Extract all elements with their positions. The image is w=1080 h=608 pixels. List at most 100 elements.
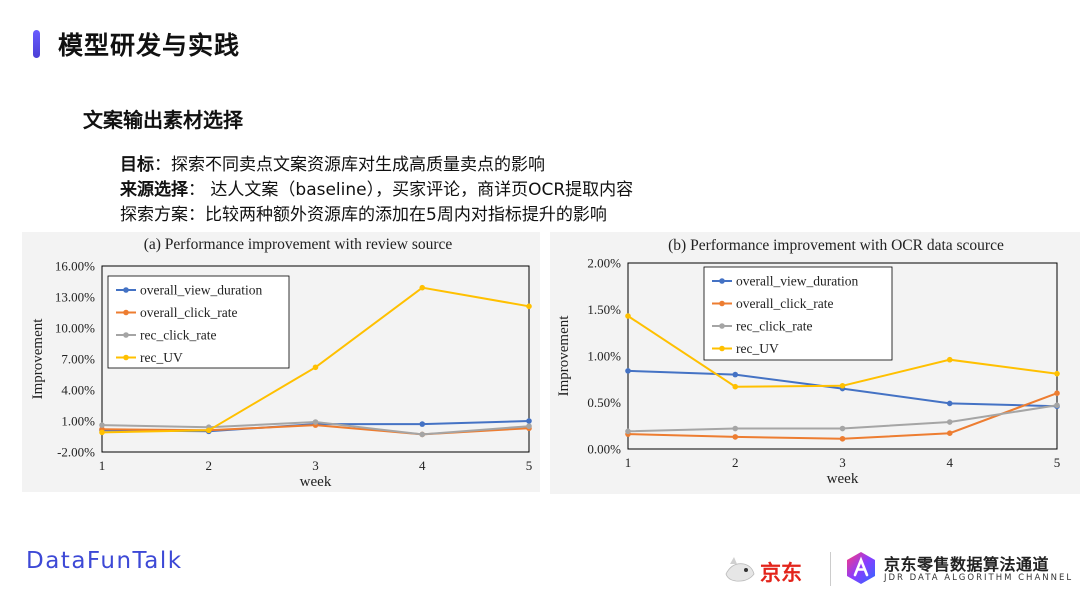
- x-tick-label: 3: [839, 455, 846, 470]
- y-tick-label: 4.00%: [61, 383, 95, 398]
- page-title: 模型研发与实践: [58, 31, 241, 60]
- y-tick-label: 16.00%: [55, 259, 95, 274]
- y-tick-label: 1.50%: [587, 302, 621, 317]
- legend-label: overall_view_duration: [140, 283, 262, 298]
- series-point-rec_UV: [205, 427, 212, 434]
- legend-marker-overall_click_rate: [123, 309, 129, 316]
- legend-marker-overall_click_rate: [719, 300, 725, 307]
- x-tick-label: 5: [526, 458, 533, 473]
- series-point-rec_UV: [419, 284, 426, 291]
- series-point-rec_UV: [526, 303, 532, 310]
- chart-panel-review-source: (a) Performance improvement with review …: [22, 232, 540, 492]
- y-tick-label: 2.00%: [587, 256, 621, 271]
- series-point-overall_click_rate: [839, 435, 846, 442]
- legend-marker-rec_click_rate: [123, 332, 129, 338]
- description-label: 目标: [120, 155, 154, 175]
- x-tick-label: 2: [206, 458, 213, 473]
- series-point-rec_click_rate: [419, 431, 426, 438]
- description-label: 来源选择: [120, 180, 188, 200]
- series-point-overall_view_duration: [526, 418, 532, 424]
- chart-ocr-source: (b) Performance improvement with OCR dat…: [556, 237, 1061, 487]
- legend-label: rec_click_rate: [736, 319, 812, 334]
- description-separator: ：: [188, 180, 211, 200]
- series-point-rec_UV: [1054, 370, 1060, 377]
- description-line-goal: 目标：探索不同卖点文案资源库对生成高质量卖点的影响: [120, 150, 545, 175]
- jdr-channel-name-en: JDR DATA ALGORITHM CHANNEL: [884, 573, 1074, 583]
- y-tick-label: 13.00%: [55, 290, 95, 305]
- x-tick-label: 4: [947, 455, 954, 470]
- jdr-channel-icon: [847, 552, 875, 584]
- series-point-overall_click_rate: [946, 430, 953, 436]
- jd-dog-icon: [725, 557, 755, 582]
- x-axis-label: week: [827, 471, 859, 487]
- x-tick-label: 1: [625, 455, 632, 470]
- title-accent-bar: [33, 30, 40, 58]
- x-tick-label: 1: [99, 458, 106, 473]
- series-point-rec_UV: [946, 356, 953, 363]
- series-point-rec_UV: [99, 429, 105, 436]
- series-point-rec_click_rate: [839, 425, 846, 432]
- footer-divider: [830, 552, 831, 586]
- legend-marker-rec_UV: [123, 354, 129, 361]
- x-tick-label: 5: [1054, 455, 1061, 470]
- legend-label: overall_view_duration: [736, 274, 858, 289]
- series-point-rec_UV: [839, 382, 846, 389]
- legend-marker-overall_view_duration: [719, 278, 725, 284]
- series-point-overall_view_duration: [419, 421, 426, 427]
- series-point-rec_click_rate: [625, 428, 631, 435]
- legend-marker-rec_UV: [719, 345, 725, 352]
- x-axis-label: week: [300, 474, 332, 490]
- series-point-rec_click_rate: [99, 422, 105, 428]
- chart-title: (a) Performance improvement with review …: [144, 236, 453, 253]
- legend-marker-rec_click_rate: [719, 323, 725, 329]
- x-tick-label: 2: [732, 455, 739, 470]
- y-tick-label: 1.00%: [587, 349, 621, 364]
- description-label: 探索方案: [120, 205, 188, 225]
- y-axis-label: Improvement: [30, 318, 46, 400]
- section-title: 文案输出素材选择: [83, 108, 243, 132]
- series-point-rec_UV: [312, 364, 319, 371]
- y-tick-label: 0.00%: [587, 442, 621, 457]
- description-separator: ：: [154, 155, 171, 175]
- description-text: 比较两种额外资源库的添加在5周内对指标提升的影响: [205, 205, 607, 225]
- series-point-rec_click_rate: [1054, 402, 1060, 409]
- datafuntalk-logo: DataFunTalk: [26, 548, 183, 574]
- series-point-rec_UV: [732, 383, 739, 390]
- jd-logo-text: 京东: [760, 561, 802, 585]
- description-text: 达人文案（baseline），买家评论，商详页OCR提取内容: [210, 180, 634, 200]
- description-text: 探索不同卖点文案资源库对生成高质量卖点的影响: [171, 155, 545, 175]
- series-point-rec_click_rate: [946, 419, 953, 425]
- jdr-channel-name-cn: 京东零售数据算法通道: [884, 555, 1050, 574]
- chart-title: (b) Performance improvement with OCR dat…: [668, 237, 1004, 254]
- series-point-rec_click_rate: [312, 419, 319, 425]
- y-tick-label: 7.00%: [61, 352, 95, 367]
- description-separator: ：: [188, 205, 205, 225]
- legend-label: rec_UV: [140, 350, 183, 365]
- series-point-rec_click_rate: [526, 423, 532, 429]
- description-line-source: 来源选择： 达人文案（baseline），买家评论，商详页OCR提取内容: [120, 175, 633, 200]
- series-point-rec_click_rate: [732, 425, 739, 432]
- x-tick-label: 4: [419, 458, 426, 473]
- series-point-overall_view_duration: [946, 400, 953, 407]
- x-tick-label: 3: [312, 458, 319, 473]
- legend-marker-overall_view_duration: [123, 287, 129, 293]
- y-tick-label: -2.00%: [57, 445, 95, 460]
- description-line-plan: 探索方案：比较两种额外资源库的添加在5周内对指标提升的影响: [120, 200, 607, 225]
- series-point-rec_UV: [625, 313, 631, 319]
- series-point-overall_view_duration: [625, 368, 631, 374]
- series-point-overall_view_duration: [732, 371, 739, 378]
- legend-box: [107, 275, 290, 369]
- series-point-overall_click_rate: [1054, 390, 1060, 396]
- chart-panel-ocr-source: (b) Performance improvement with OCR dat…: [550, 232, 1080, 494]
- y-tick-label: 0.50%: [587, 395, 621, 410]
- legend-label: rec_UV: [736, 341, 779, 356]
- y-tick-label: 1.00%: [61, 414, 95, 429]
- y-tick-label: 10.00%: [55, 321, 95, 336]
- series-point-overall_click_rate: [732, 434, 739, 440]
- legend-label: overall_click_rate: [140, 305, 237, 320]
- y-axis-label: Improvement: [556, 315, 572, 397]
- legend-label: overall_click_rate: [736, 296, 833, 311]
- legend-box: [703, 266, 893, 361]
- chart-review-source: (a) Performance improvement with review …: [30, 236, 533, 490]
- legend-label: rec_click_rate: [140, 328, 216, 343]
